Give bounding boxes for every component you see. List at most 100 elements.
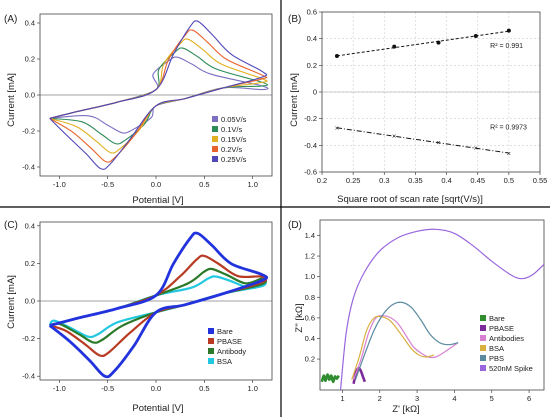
panel-a-x-tick-label: -1.0 <box>53 180 66 189</box>
panel-d-y-tick-label: 0.6 <box>305 313 315 322</box>
panel-a-legend-label: 0.15V/s <box>221 135 247 144</box>
panel-d-legend-label: 520nM Spike <box>489 364 533 373</box>
panel-d-x-tick-label: 3 <box>415 394 419 403</box>
panel-a-xlabel: Potential [V] <box>132 195 183 206</box>
panel-b-xlabel: Square root of scan rate [sqrt(V/s)] <box>337 194 483 205</box>
panel-c-y-tick-label: 0.4 <box>25 221 35 230</box>
panel-a-label: (A) <box>4 14 17 25</box>
panel-b-r2-annotation: R² = 0.991 <box>490 43 523 50</box>
panel-a-cv-plot: -1.0 -0.5 0.0 0.5 1.0 -0.4 -0.2 0.0 0.2 0.4 0.05V/… <box>22 13 273 189</box>
panel-d-y-tick-label: 1.0 <box>305 272 315 281</box>
panel-b-fit-line <box>336 127 509 154</box>
panel-a-y-tick-label: 0.4 <box>25 19 35 28</box>
panel-d-nyquist-plot: 1 2 3 4 5 6 0.2 0.4 0.6 0.8 1.0 1.2 1.4 BarePBASEAnti… <box>305 219 545 403</box>
panel-b-x-tick-label: 0.45 <box>470 176 485 185</box>
panel-b-y-tick-label: -0.2 <box>304 114 317 123</box>
panel-d-y-tick-label: 0.4 <box>305 334 315 343</box>
panel-c-legend-label: Bare <box>217 327 233 336</box>
panel-d-legend-swatch <box>480 365 486 371</box>
panel-a-legend-swatch <box>212 146 218 152</box>
panel-d-y-tick-label: 0.2 <box>305 355 315 364</box>
panel-b-y-tick-label: 0 <box>313 88 317 97</box>
panel-c-cv-plot: -1.0 -0.5 0.0 0.5 1.0 -0.4 -0.2 0.0 0.2 0.4 BarePB… <box>22 221 273 393</box>
panel-a-y-tick-label: -0.2 <box>22 127 35 136</box>
panel-c-y-tick-label: 0.2 <box>25 259 35 268</box>
panel-a-legend-swatch <box>212 116 218 122</box>
panel-d-legend-swatch <box>480 345 486 351</box>
panel-c-x-tick-label: -0.5 <box>101 384 114 393</box>
panel-b-data-point: × <box>392 132 396 141</box>
panel-a-x-tick-label: 0.5 <box>199 180 209 189</box>
panel-b-data-point: × <box>474 144 478 153</box>
panel-b-y-tick-label: -0.4 <box>304 141 317 150</box>
panel-a-legend-swatch <box>212 136 218 142</box>
panel-a-x-tick-label: 0.0 <box>151 180 161 189</box>
panel-d-x-tick-label: 1 <box>340 394 344 403</box>
panel-d-y-tick-label: 1.2 <box>305 252 315 261</box>
panel-c-legend-label: BSA <box>217 357 232 366</box>
panel-d-legend-label: Bare <box>489 314 505 323</box>
panel-b-y-tick-label: 0.4 <box>307 34 317 43</box>
panel-c-x-tick-label: 1.0 <box>247 384 257 393</box>
panel-b-x-tick-label: 0.2 <box>317 176 327 185</box>
panel-b-x-tick-label: 0.55 <box>533 176 548 185</box>
panel-b-fit-line <box>336 30 509 57</box>
panel-d-nyquist-curve <box>339 228 545 391</box>
panel-d-legend-swatch <box>480 335 486 341</box>
panel-b-ylabel: Current [mA] <box>289 73 300 127</box>
panel-c-cv-curve <box>49 267 267 344</box>
panel-c-y-tick-label: -0.4 <box>22 372 35 381</box>
panel-b-data-point <box>436 40 441 45</box>
panel-b-y-tick-label: -0.6 <box>304 168 317 177</box>
panel-c-legend-swatch <box>208 338 214 344</box>
panel-b-data-point <box>334 54 339 58</box>
panel-a-legend-label: 0.05V/s <box>221 115 247 124</box>
panel-c-x-tick-label: 0.5 <box>199 384 209 393</box>
panel-c-legend-swatch <box>208 328 214 334</box>
panel-d-x-tick-label: 4 <box>452 394 456 403</box>
panel-b-x-tick-label: 0.35 <box>408 176 423 185</box>
panel-b-data-point: × <box>335 124 339 133</box>
panel-b-label: (B) <box>288 14 301 25</box>
panel-d-y-tick-label: 1.4 <box>305 231 315 240</box>
panel-d-ylabel: Z'' [kΩ] <box>294 303 305 332</box>
panel-c-legend-label: Antibody <box>217 347 246 356</box>
panel-d-legend-swatch <box>480 315 486 321</box>
panel-d-nyquist-curve <box>353 315 459 380</box>
panel-c-legend-swatch <box>208 348 214 354</box>
panel-d-legend-label: BSA <box>489 344 504 353</box>
panel-a-y-tick-label: 0.2 <box>25 55 35 64</box>
panel-a-legend-label: 0.2V/s <box>221 145 243 154</box>
panel-b-x-tick-label: 0.5 <box>504 176 514 185</box>
panel-d-plot-frame <box>319 219 545 391</box>
panel-d-nyquist-curve <box>320 373 340 384</box>
panel-d-legend-label: Antibodies <box>489 334 524 343</box>
panel-d-x-tick-label: 5 <box>490 394 494 403</box>
panel-d-label: (D) <box>288 220 302 231</box>
panel-b-x-tick-label: 0.4 <box>441 176 451 185</box>
panel-a-legend-label: 0.1V/s <box>221 125 243 134</box>
panel-c-legend-swatch <box>208 358 214 364</box>
panel-d-nyquist-curve <box>351 315 435 380</box>
panel-c-x-tick-label: 0.0 <box>151 384 161 393</box>
panel-b-data-point <box>392 44 397 49</box>
panel-c-xlabel: Potential [V] <box>132 403 183 414</box>
panel-d-xlabel: Z' [kΩ] <box>392 404 419 415</box>
panel-b-peak-current-plot: 0.2 0.25 0.3 0.35 0.4 0.45 0.5 0.55 -0.6 -0.4 -0.2… <box>304 8 547 186</box>
panel-c-x-tick-label: -1.0 <box>53 384 66 393</box>
panel-c-y-tick-label: 0.0 <box>25 297 35 306</box>
panel-b-r2-annotation: R² = 0.9973 <box>490 124 527 131</box>
panel-c-cv-curve <box>48 275 267 339</box>
panel-a-y-tick-label: 0.0 <box>25 91 35 100</box>
panel-c-cv-curve <box>48 231 269 379</box>
panel-b-data-point <box>473 34 478 38</box>
panel-d-nyquist-curve <box>354 301 459 380</box>
panel-b-y-tick-label: 0.6 <box>307 8 317 17</box>
panel-b-data-point: × <box>436 138 440 147</box>
panel-c-legend-label: PBASE <box>217 337 242 346</box>
panel-a-y-tick-label: -0.4 <box>22 163 35 172</box>
panel-b-y-tick-label: 0.2 <box>307 61 317 70</box>
panel-c-ylabel: Current [mA] <box>6 275 17 329</box>
panel-d-x-tick-label: 6 <box>527 394 531 403</box>
